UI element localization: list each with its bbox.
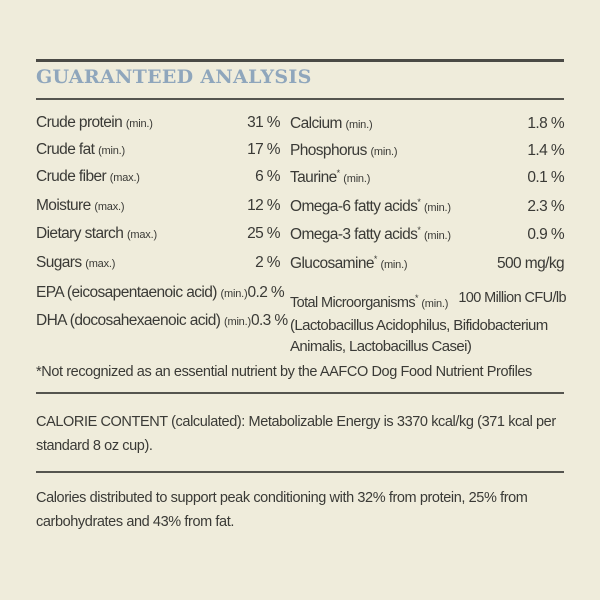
nutrient-row: Omega-3 fatty acids* (min.) 0.9 % [290,225,565,249]
nutrient-name: Glucosamine [290,255,374,273]
nutrient-name: Crude fat [36,141,95,158]
nutrient-value: 31 % [247,114,281,131]
divider [36,471,564,473]
asterisk: * [336,168,340,178]
nutrient-value: 6 % [255,168,281,185]
nutrient-qualifier: (min.) [125,118,153,130]
nutrient-qualifier: (min.) [380,259,408,272]
nutrient-name: Crude protein [36,114,123,131]
nutrient-name: Sugars [36,254,82,271]
nutrient-name: EPA (eicosapentaenoic acid) [36,284,217,301]
nutrient-value: 1.8 % [527,115,564,133]
nutrient-qualifier: (max.) [85,258,116,270]
microorganisms-entry: Total Microorganisms* (min.) 100 Million … [290,290,567,355]
nutrient-name: Crude fiber [36,168,107,185]
nutrient-qualifier: (min.) [224,316,251,328]
nutrient-value: 0.3 % [250,312,288,329]
nutrient-name: Moisture [36,197,91,214]
nutrient-row: Sugars (max.) 2 % [36,254,281,278]
nutrient-name: Omega-3 fatty acids [290,226,418,244]
nutrient-row: Phosphorus (min.) 1.4 % [290,141,565,165]
section-title: GUARANTEED ANALYSIS [36,66,312,88]
nutrient-row: EPA (eicosapentaenoic acid) (min.) 0.2 % [36,284,285,308]
nutrient-qualifier: (min.) [343,173,371,186]
asterisk: * [373,254,377,264]
nutrient-value: 2.3 % [527,198,564,216]
divider [36,392,564,394]
nutrient-qualifier: (min.) [220,288,248,300]
nutrient-row: Crude fiber (max.) 6 % [36,168,281,192]
nutrient-value: 100 Million CFU/lb [458,290,566,306]
nutrient-row: Crude protein (min.) 31 % [36,114,281,138]
footnote: *Not recognized as an essential nutrient… [36,364,532,380]
nutrient-row: Moisture (max.) 12 % [36,197,281,221]
calorie-distribution: Calories distributed to support peak con… [36,490,528,530]
nutrient-qualifier: (min.) [345,119,373,132]
nutrient-qualifier: (min.) [98,145,125,157]
calorie-content: CALORIE CONTENT (calculated): Metaboliza… [36,414,556,454]
nutrient-value: 500 mg/kg [497,255,565,273]
top-rule [36,59,564,62]
nutrient-qualifier: (max.) [126,229,157,241]
nutrient-row: Calcium (min.) 1.8 % [290,114,565,138]
nutrient-value: 1.4 % [527,142,564,160]
nutrient-name: Omega-6 fatty acids [290,198,418,216]
nutrient-value: 25 % [247,225,281,242]
divider [36,98,564,100]
nutrient-row: Taurine* (min.) 0.1 % [290,168,565,192]
nutrient-name: Dietary starch [36,225,124,242]
nutrient-value: 12 % [247,197,281,214]
nutrient-name: Total Microorganisms [290,294,416,311]
nutrient-name: Calcium [290,115,342,133]
nutrient-qualifier: (max.) [109,172,140,184]
nutrient-name: DHA (docosahexaenoic acid) [36,312,221,329]
nutrient-row: Crude fat (min.) 17 % [36,141,281,165]
nutrient-qualifier: (min.) [423,230,451,243]
nutrient-row: DHA (docosahexaenoic acid) (min.) 0.3 % [36,312,288,336]
nutrient-value: 0.2 % [247,284,285,301]
asterisk: * [417,197,421,207]
nutrient-value: 17 % [247,141,281,158]
nutrient-name: Phosphorus [290,142,367,160]
nutrient-value: 2 % [255,254,281,271]
nutrient-row: Omega-6 fatty acids* (min.) 2.3 % [290,197,565,221]
nutrient-value: 0.9 % [527,226,564,244]
nutrient-qualifier: (max.) [94,201,125,213]
nutrient-qualifier: (min.) [423,202,451,215]
nutrient-row: Glucosamine* (min.) 500 mg/kg [290,254,565,278]
nutrient-value: 0.1 % [527,169,564,187]
microorganisms-detail: (Lactobacillus Acidophilus, Bifidobacter… [290,316,548,355]
nutrient-row: Dietary starch (max.) 25 % [36,225,281,249]
nutrient-qualifier: (min.) [370,146,398,159]
asterisk: * [417,225,421,235]
nutrient-name: Taurine [290,169,337,187]
